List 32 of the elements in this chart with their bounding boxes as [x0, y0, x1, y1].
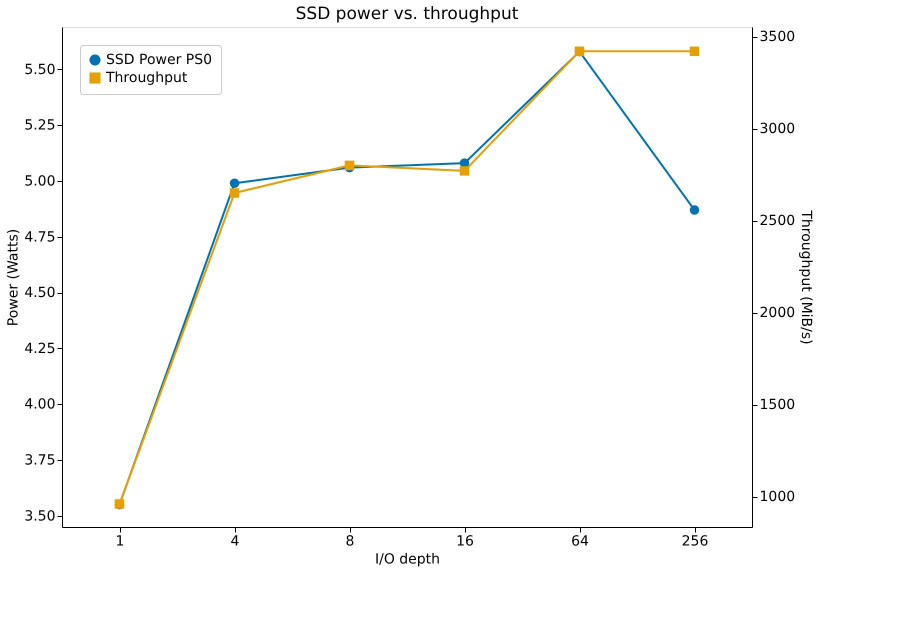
y-tick-label: 5.50	[24, 62, 56, 78]
legend-label: Throughput	[105, 70, 188, 86]
y2-tick-label: 3500	[760, 29, 796, 46]
x-tick-label: 256	[682, 534, 708, 550]
y-tick-label: 4.50	[24, 285, 56, 302]
point	[460, 166, 470, 176]
x-tick-label: 4	[230, 534, 240, 550]
y-tick-label: 4.75	[24, 229, 56, 246]
y-tick-label: 4.25	[24, 340, 56, 357]
y2-tick-label: 1000	[760, 489, 796, 506]
y2-tick-label: 2000	[760, 305, 796, 322]
y2-axis-title: Throughput (MiB/s)	[798, 209, 814, 345]
point	[230, 178, 240, 188]
y2-tick-label: 2500	[760, 213, 796, 230]
point	[690, 205, 700, 215]
x-tick-label: 64	[571, 534, 589, 550]
y2-tick-label: 3000	[760, 121, 796, 138]
point	[690, 46, 700, 56]
point	[230, 188, 240, 198]
y-tick-label: 3.50	[24, 508, 56, 524]
x-tick-label: 16	[456, 534, 474, 550]
legend-label: SSD Power PS0	[106, 52, 212, 68]
y-tick-label: 4.00	[24, 396, 56, 413]
y2-tick-label: 1500	[760, 397, 796, 414]
y-tick-label: 3.75	[24, 452, 56, 469]
chart-title: SSD power vs. throughput	[296, 4, 519, 24]
y-tick-label: 5.00	[24, 174, 56, 190]
x-axis-title: I/O depth	[374, 552, 440, 568]
x-tick-label: 8	[346, 534, 354, 550]
x-tick-label: 1	[116, 534, 124, 550]
y-tick-label: 5.25	[24, 118, 56, 134]
y-axis-title: Power (Watts)	[5, 228, 22, 326]
